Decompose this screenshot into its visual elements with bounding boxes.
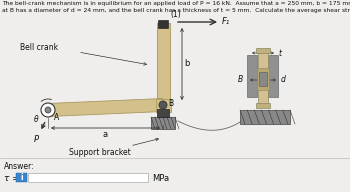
Bar bbox=[157, 109, 169, 117]
Text: d: d bbox=[281, 75, 286, 84]
Text: θ: θ bbox=[34, 116, 38, 124]
Circle shape bbox=[41, 103, 55, 117]
Polygon shape bbox=[48, 98, 163, 117]
Bar bbox=[257, 68, 269, 90]
Text: MPa: MPa bbox=[152, 174, 169, 183]
FancyBboxPatch shape bbox=[28, 173, 148, 182]
Text: The bell-crank mechanism is in equilibrium for an applied load of P = 16 kN.  As: The bell-crank mechanism is in equilibri… bbox=[2, 1, 350, 6]
Bar bbox=[240, 110, 290, 124]
Bar bbox=[256, 103, 270, 108]
Text: t: t bbox=[279, 49, 282, 57]
Text: i: i bbox=[20, 173, 23, 182]
Text: P: P bbox=[34, 135, 39, 144]
Text: Bell crank: Bell crank bbox=[20, 44, 58, 52]
Bar bbox=[256, 48, 270, 53]
Text: at B has a diameter of d = 24 mm, and the bell crank has a thickness of t = 5 mm: at B has a diameter of d = 24 mm, and th… bbox=[2, 8, 350, 13]
Text: a: a bbox=[103, 130, 108, 139]
Polygon shape bbox=[156, 23, 169, 105]
Bar bbox=[151, 117, 175, 129]
Text: Support bracket: Support bracket bbox=[69, 148, 131, 157]
Bar bbox=[268, 55, 278, 97]
Text: A: A bbox=[54, 113, 59, 122]
Text: Answer:: Answer: bbox=[4, 162, 35, 171]
Text: B: B bbox=[168, 98, 173, 108]
Text: b: b bbox=[184, 60, 189, 69]
FancyBboxPatch shape bbox=[16, 173, 27, 182]
Circle shape bbox=[159, 101, 167, 109]
Polygon shape bbox=[155, 98, 170, 112]
Text: (1): (1) bbox=[170, 10, 181, 19]
Text: B: B bbox=[238, 75, 243, 84]
Circle shape bbox=[45, 107, 51, 113]
Text: τ =: τ = bbox=[4, 174, 20, 183]
Text: F₁: F₁ bbox=[222, 17, 230, 26]
Bar bbox=[259, 72, 267, 86]
Bar bbox=[258, 50, 268, 105]
Bar bbox=[158, 20, 168, 28]
Bar bbox=[247, 55, 257, 97]
